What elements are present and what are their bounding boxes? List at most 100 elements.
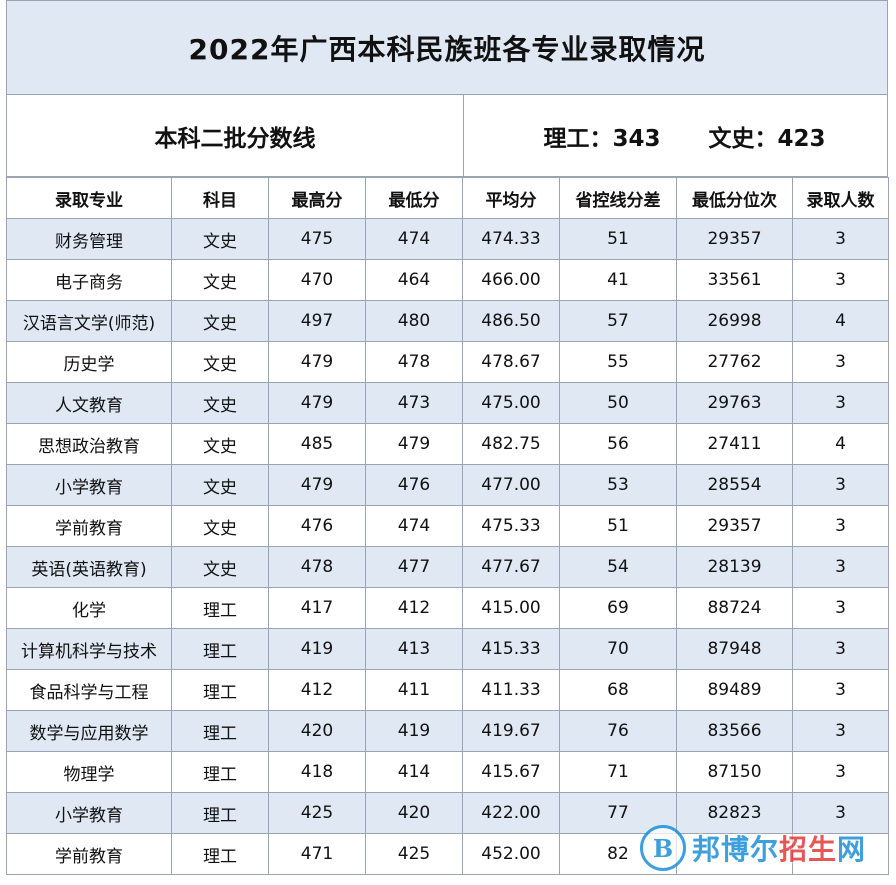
table-row: 学前教育 理工 471 425 452.00 82 — [6, 833, 889, 875]
cell-subject: 理工 — [171, 628, 269, 670]
cell-min-score: 419 — [365, 710, 463, 752]
cell-min-rank: 87150 — [676, 751, 793, 793]
cell-major: 人文教育 — [6, 382, 172, 424]
cell-major: 数学与应用数学 — [6, 710, 172, 752]
table-row: 化学 理工 417 412 415.00 69 88724 3 — [6, 587, 889, 629]
cell-min-rank: 27762 — [676, 341, 793, 383]
cell-major: 小学教育 — [6, 792, 172, 834]
cell-subject: 理工 — [171, 587, 269, 629]
cell-min-score: 477 — [365, 546, 463, 588]
cell-max-score: 476 — [268, 505, 366, 547]
cell-diff: 69 — [559, 587, 677, 629]
col-header-count: 录取人数 — [792, 177, 889, 219]
cell-count: 3 — [792, 464, 889, 506]
col-header-max-score: 最高分 — [268, 177, 366, 219]
cell-min-score: 411 — [365, 669, 463, 711]
cell-max-score: 479 — [268, 464, 366, 506]
cell-diff: 68 — [559, 669, 677, 711]
cell-avg-score: 422.00 — [462, 792, 560, 834]
cell-count: 3 — [792, 546, 889, 588]
cell-min-score: 420 — [365, 792, 463, 834]
admission-table: 录取专业 科目 最高分 最低分 平均分 省控线分差 最低分位次 录取人数 财务管… — [6, 177, 889, 875]
cell-avg-score: 474.33 — [462, 218, 560, 260]
cell-max-score: 478 — [268, 546, 366, 588]
cell-min-rank: 29763 — [676, 382, 793, 424]
watermark: B 邦博尔招生网 — [640, 823, 880, 873]
table-row: 电子商务 文史 470 464 466.00 41 33561 3 — [6, 259, 889, 301]
cell-subject: 理工 — [171, 792, 269, 834]
cell-major: 财务管理 — [6, 218, 172, 260]
cell-min-rank: 33561 — [676, 259, 793, 301]
cell-subject: 文史 — [171, 423, 269, 465]
batch-label: 本科二批分数线 — [7, 95, 464, 176]
cell-avg-score: 466.00 — [462, 259, 560, 301]
cell-max-score: 418 — [268, 751, 366, 793]
cell-max-score: 471 — [268, 833, 366, 875]
cell-major: 物理学 — [6, 751, 172, 793]
cell-count: 3 — [792, 669, 889, 711]
cell-avg-score: 415.33 — [462, 628, 560, 670]
table-row: 学前教育 文史 476 474 475.33 51 29357 3 — [6, 505, 889, 547]
cell-max-score: 485 — [268, 423, 366, 465]
cell-subject: 理工 — [171, 751, 269, 793]
cell-subject: 文史 — [171, 218, 269, 260]
cell-diff: 51 — [559, 218, 677, 260]
cell-major: 汉语言文学(师范) — [6, 300, 172, 342]
col-header-min-score: 最低分 — [365, 177, 463, 219]
cell-min-rank: 82823 — [676, 792, 793, 834]
cell-count: 4 — [792, 423, 889, 465]
cell-major: 学前教育 — [6, 505, 172, 547]
cell-min-rank: 28554 — [676, 464, 793, 506]
cell-count: 4 — [792, 300, 889, 342]
watermark-text: 邦博尔招生网 — [692, 833, 867, 866]
title-row: 2022年广西本科民族班各专业录取情况 — [6, 0, 888, 95]
table-row: 物理学 理工 418 414 415.67 71 87150 3 — [6, 751, 889, 793]
table-row: 人文教育 文史 479 473 475.00 50 29763 3 — [6, 382, 889, 424]
cell-max-score: 417 — [268, 587, 366, 629]
table-row: 英语(英语教育) 文史 478 477 477.67 54 28139 3 — [6, 546, 889, 588]
cell-major: 计算机科学与技术 — [6, 628, 172, 670]
cell-count: 3 — [792, 505, 889, 547]
cell-major: 小学教育 — [6, 464, 172, 506]
cell-max-score: 420 — [268, 710, 366, 752]
cell-min-score: 464 — [365, 259, 463, 301]
cell-count: 3 — [792, 792, 889, 834]
cell-min-score: 476 — [365, 464, 463, 506]
cell-count: 3 — [792, 382, 889, 424]
cell-diff: 57 — [559, 300, 677, 342]
cell-diff: 50 — [559, 382, 677, 424]
cell-count: 3 — [792, 628, 889, 670]
cell-count: 3 — [792, 710, 889, 752]
cell-subject: 文史 — [171, 341, 269, 383]
table-row: 汉语言文学(师范) 文史 497 480 486.50 57 26998 4 — [6, 300, 889, 342]
cell-count: 3 — [792, 218, 889, 260]
cell-avg-score: 415.00 — [462, 587, 560, 629]
cell-max-score: 475 — [268, 218, 366, 260]
cell-diff: 41 — [559, 259, 677, 301]
cell-min-rank: 87948 — [676, 628, 793, 670]
cell-subject: 文史 — [171, 464, 269, 506]
col-header-avg-score: 平均分 — [462, 177, 560, 219]
cell-max-score: 479 — [268, 382, 366, 424]
spreadsheet: 2022年广西本科民族班各专业录取情况 本科二批分数线 理工：343 文史：42… — [6, 0, 889, 885]
cell-min-score: 413 — [365, 628, 463, 670]
cell-min-score: 480 — [365, 300, 463, 342]
cell-diff: 53 — [559, 464, 677, 506]
table-row: 计算机科学与技术 理工 419 413 415.33 70 87948 3 — [6, 628, 889, 670]
col-header-subject: 科目 — [171, 177, 269, 219]
cell-max-score: 419 — [268, 628, 366, 670]
cell-max-score: 425 — [268, 792, 366, 834]
cutoff-scores: 理工：343 文史：423 — [464, 95, 887, 176]
cell-min-score: 479 — [365, 423, 463, 465]
cell-min-score: 414 — [365, 751, 463, 793]
cell-min-rank: 28139 — [676, 546, 793, 588]
cell-major: 化学 — [6, 587, 172, 629]
cell-count: 3 — [792, 587, 889, 629]
cell-subject: 理工 — [171, 669, 269, 711]
cell-avg-score: 477.00 — [462, 464, 560, 506]
cell-diff: 76 — [559, 710, 677, 752]
cell-subject: 理工 — [171, 833, 269, 875]
cell-min-rank: 89489 — [676, 669, 793, 711]
cell-avg-score: 475.00 — [462, 382, 560, 424]
cell-diff: 51 — [559, 505, 677, 547]
